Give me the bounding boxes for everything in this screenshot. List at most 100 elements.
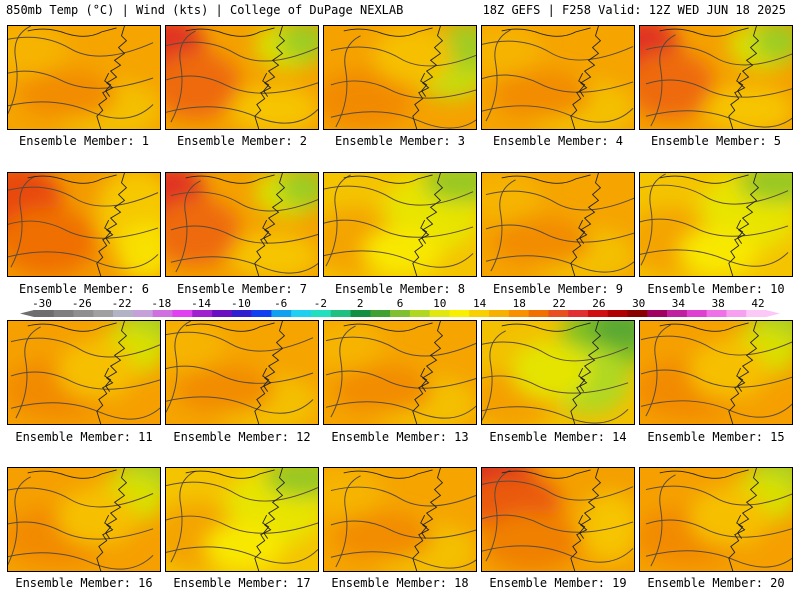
coastline (27, 27, 117, 37)
coastline (736, 219, 744, 244)
height-contour (170, 256, 318, 274)
colorbar-swatch (508, 310, 529, 317)
height-contour (166, 365, 314, 384)
coastline (420, 367, 428, 392)
temperature-region (166, 50, 241, 120)
colorbar-swatch (231, 310, 252, 317)
ensemble-member-label: Ensemble Member: 15 (647, 430, 785, 444)
temperature-region (57, 340, 137, 400)
height-contour (175, 180, 201, 273)
ensemble-map-panel (7, 25, 161, 130)
temperature-region (491, 70, 591, 120)
ensemble-member-label: Ensemble Member: 5 (650, 134, 782, 148)
ensemble-member-label: Ensemble Member: 1 (18, 134, 150, 148)
height-contour (335, 35, 361, 128)
coastline (420, 72, 428, 97)
temperature-region (230, 84, 318, 129)
height-contour (482, 514, 634, 533)
coastline (570, 321, 602, 424)
ensemble-member-label: Ensemble Member: 17 (173, 576, 311, 590)
coastline (185, 469, 275, 479)
height-contour (10, 337, 160, 358)
height-contour (645, 485, 792, 506)
height-contour (166, 396, 314, 414)
ensemble-member-label: Ensemble Member: 7 (176, 282, 308, 296)
colorbar-arrow-right (766, 310, 780, 317)
height-contour (8, 521, 154, 540)
temperature-region (679, 226, 759, 276)
height-contour (166, 481, 318, 502)
ensemble-member-label: Ensemble Member: 12 (173, 430, 311, 444)
header-title-right: 18Z GEFS | F258 Valid: 12Z WED JUN 18 20… (482, 3, 786, 17)
colorbar-swatch (706, 310, 727, 317)
coastline (343, 174, 433, 184)
colorbar-swatch (409, 310, 430, 317)
coastline (501, 322, 591, 332)
height-contour (482, 545, 634, 563)
colorbar-swatch (132, 310, 153, 317)
ensemble-map-panel (7, 467, 161, 572)
colorbar-swatch (568, 310, 589, 317)
temperature-region (689, 487, 769, 547)
coastline (27, 322, 117, 332)
temperature-map (324, 173, 476, 276)
ensemble-map-panel (639, 172, 793, 277)
height-contour (325, 401, 476, 419)
ensemble-map-panel (323, 172, 477, 277)
height-contour (15, 326, 41, 419)
height-contour (170, 225, 318, 244)
colorbar-swatch (53, 310, 74, 317)
coastline (254, 26, 286, 129)
temperature-map (640, 173, 792, 276)
colorbar-swatch (449, 310, 470, 317)
height-contour (325, 174, 351, 267)
height-contour (325, 370, 476, 389)
ensemble-map-panel (165, 320, 319, 425)
height-contour (330, 486, 476, 507)
coastline (96, 26, 128, 129)
coastline (578, 367, 586, 392)
coastline (501, 174, 591, 184)
height-contour (482, 480, 634, 501)
colorbar-swatch (548, 310, 569, 317)
height-contour (330, 551, 476, 569)
colorbar-arrow-left (20, 310, 34, 317)
coastline (578, 72, 586, 97)
ensemble-map-panel (481, 467, 635, 572)
height-contour (645, 324, 671, 417)
colorbar-tick-label: -18 (151, 298, 171, 310)
ensemble-member-label: Ensemble Member: 4 (492, 134, 624, 148)
temperature-map (8, 321, 160, 424)
height-contour (170, 30, 196, 123)
height-contour (325, 336, 476, 357)
coastline (570, 26, 602, 129)
height-contour (485, 190, 634, 211)
colorbar-swatch (291, 310, 312, 317)
temperature-region (753, 26, 792, 61)
colorbar-swatch (93, 310, 114, 317)
coastline (570, 173, 602, 276)
temperature-map (482, 173, 634, 276)
header-title-left: 850mb Temp (°C) | Wind (kts) | College o… (6, 3, 404, 17)
temperature-region (373, 26, 453, 85)
temperature-map (166, 173, 318, 276)
colorbar-swatch (587, 310, 609, 317)
temperature-region (511, 340, 591, 400)
coastline (578, 219, 586, 244)
coastline (343, 469, 433, 479)
colorbar-tick-label: 26 (592, 298, 605, 310)
height-contour (330, 80, 476, 99)
height-contour (482, 330, 506, 422)
temperature-map (482, 468, 634, 571)
colorbar-swatch (746, 310, 767, 317)
height-contour (482, 375, 629, 394)
height-contour (8, 476, 31, 566)
temperature-region (482, 173, 542, 223)
colorbar-tick-label: -30 (32, 298, 52, 310)
temperature-region (175, 365, 275, 415)
ensemble-map-panel (639, 320, 793, 425)
height-contour (650, 474, 676, 567)
temperature-map (324, 468, 476, 571)
colorbar-swatch (152, 310, 173, 317)
coastline (570, 468, 602, 571)
